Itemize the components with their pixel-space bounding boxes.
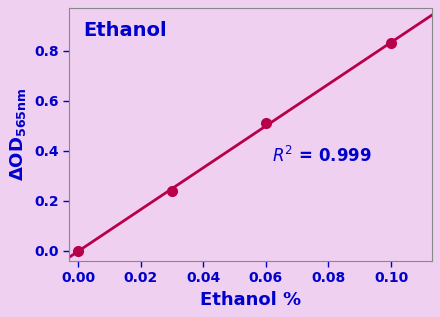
X-axis label: Ethanol %: Ethanol % [200,291,301,309]
Text: Ethanol: Ethanol [84,21,167,40]
Y-axis label: $\mathbf{\Delta OD_{565nm}}$: $\mathbf{\Delta OD_{565nm}}$ [8,88,28,181]
Text: $R^2$ = 0.999: $R^2$ = 0.999 [272,146,372,166]
